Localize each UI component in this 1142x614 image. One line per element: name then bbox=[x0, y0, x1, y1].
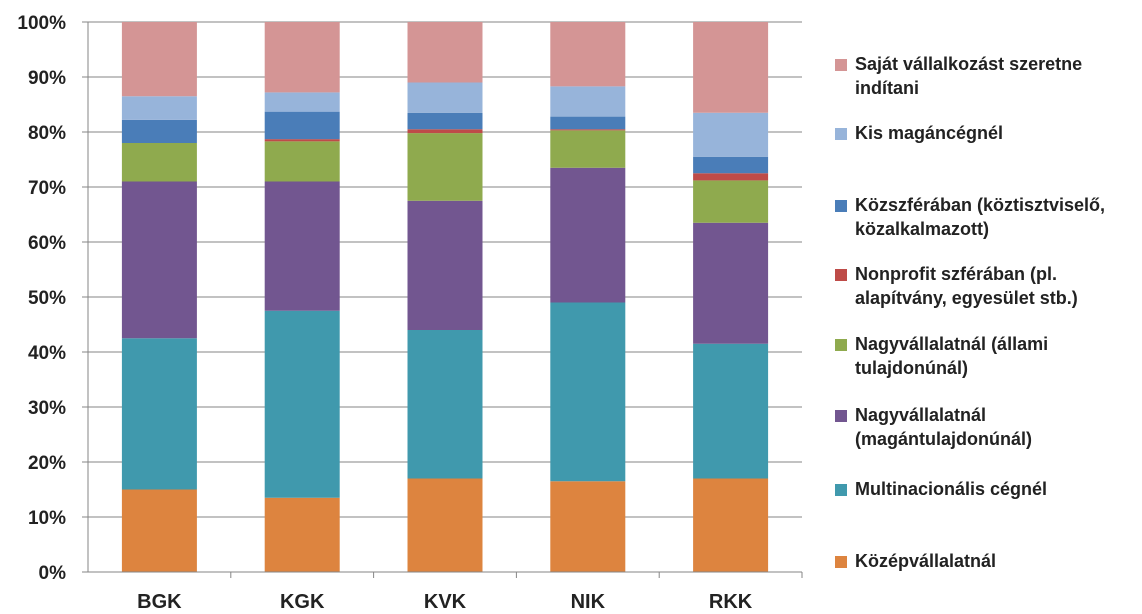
bar-segment bbox=[264, 141, 340, 182]
legend-swatch bbox=[835, 59, 847, 71]
legend-label: Közszférában (köztisztviselő, közalkalma… bbox=[855, 195, 1106, 239]
y-tick-label: 60% bbox=[28, 233, 66, 254]
y-tick-label: 40% bbox=[28, 343, 66, 364]
legend-label: Nagyvállalatnál (magántulajdonúnál) bbox=[855, 405, 1032, 449]
bar-segment bbox=[407, 330, 483, 479]
bar-segment bbox=[407, 129, 483, 134]
legend-label: Középvállalatnál bbox=[855, 551, 997, 571]
legend-label: Nagyvállalatnál (állami tulajdonúnál) bbox=[855, 334, 1049, 378]
bar-segment bbox=[407, 478, 483, 572]
x-tick-label: KGK bbox=[280, 591, 325, 613]
x-tick-label: NIK bbox=[571, 591, 606, 613]
legend-item: Nagyvállalatnál (magántulajdonúnál) bbox=[835, 403, 1142, 451]
bar-segment bbox=[264, 181, 340, 311]
x-tick-label: BGK bbox=[137, 591, 182, 613]
y-tick-label: 0% bbox=[39, 563, 67, 584]
bar-segment bbox=[550, 129, 626, 131]
legend-swatch bbox=[835, 556, 847, 568]
chart: 0% 10% 20% 30% 40% 50% 60% 70% 80% 90% 100% BGK KGK… bbox=[17, 13, 803, 613]
bar-segment bbox=[121, 96, 197, 120]
bars bbox=[121, 22, 769, 572]
legend-item: Saját vállalkozást szeretne indítani bbox=[835, 52, 1142, 100]
bar-segment bbox=[264, 139, 340, 142]
legend-item: Nagyvállalatnál (állami tulajdonúnál) bbox=[835, 332, 1142, 380]
x-axis-labels: BGK KGK KVK NIK RKK bbox=[137, 591, 753, 613]
bar-segment bbox=[121, 181, 197, 339]
y-tick-label: 80% bbox=[28, 123, 66, 144]
bar-segment bbox=[121, 22, 197, 97]
bar-segment bbox=[121, 489, 197, 572]
bar-segment bbox=[550, 167, 626, 303]
bar-segment bbox=[693, 112, 769, 157]
legend-item: Kis magáncégnél bbox=[835, 121, 1142, 145]
x-tick-label: KVK bbox=[424, 591, 467, 613]
legend-item: Nonprofit szférában (pl. alapítvány, egy… bbox=[835, 262, 1142, 310]
bar-segment bbox=[550, 22, 626, 87]
bar-segment bbox=[693, 343, 769, 479]
bar-segment bbox=[407, 22, 483, 83]
bar-segment bbox=[121, 143, 197, 182]
bar-segment bbox=[550, 481, 626, 572]
legend-label: Nonprofit szférában (pl. alapítvány, egy… bbox=[855, 264, 1078, 308]
bar-segment bbox=[693, 222, 769, 344]
legend-swatch bbox=[835, 200, 847, 212]
bar-segment bbox=[550, 116, 626, 130]
legend-item: Multinacionális cégnél bbox=[835, 477, 1142, 501]
bar-segment bbox=[550, 86, 626, 117]
bar-segment bbox=[693, 478, 769, 572]
bar-segment bbox=[407, 112, 483, 130]
y-tick-label: 30% bbox=[28, 398, 66, 419]
legend-swatch bbox=[835, 484, 847, 496]
y-tick-label: 70% bbox=[28, 178, 66, 199]
legend-label: Saját vállalkozást szeretne indítani bbox=[855, 54, 1083, 98]
y-tick-label: 10% bbox=[28, 508, 66, 529]
y-tick-label: 20% bbox=[28, 453, 66, 474]
legend-swatch bbox=[835, 410, 847, 422]
bar-segment bbox=[121, 338, 197, 490]
bar-segment bbox=[407, 133, 483, 201]
legend-swatch bbox=[835, 128, 847, 140]
bar-segment bbox=[407, 82, 483, 113]
axes bbox=[82, 21, 803, 578]
bar-segment bbox=[693, 22, 769, 113]
legend-label: Multinacionális cégnél bbox=[855, 479, 1048, 499]
bar-segment bbox=[264, 111, 340, 140]
x-tick-label: RKK bbox=[709, 591, 753, 613]
bar-segment bbox=[693, 180, 769, 223]
legend-item: Közszférában (köztisztviselő, közalkalma… bbox=[835, 193, 1142, 241]
bar-segment bbox=[407, 200, 483, 330]
y-axis-ticks: 0% 10% 20% 30% 40% 50% 60% 70% 80% 90% 100% bbox=[17, 13, 66, 584]
bar-segment bbox=[121, 119, 197, 143]
bar-segment bbox=[693, 156, 769, 174]
bar-segment bbox=[264, 22, 340, 93]
legend-label: Kis magáncégnél bbox=[855, 123, 1004, 143]
bar-segment bbox=[693, 173, 769, 181]
bar-segment bbox=[550, 302, 626, 482]
bar-segment bbox=[264, 497, 340, 572]
y-tick-label: 100% bbox=[17, 13, 66, 34]
legend-item: Középvállalatnál bbox=[835, 549, 1142, 573]
legend-swatch bbox=[835, 269, 847, 281]
legend: Saját vállalkozást szeretne indítani Kis … bbox=[835, 0, 1140, 614]
bar-segment bbox=[264, 92, 340, 112]
legend-swatch bbox=[835, 339, 847, 351]
bar-segment bbox=[264, 310, 340, 498]
bar-segment bbox=[550, 130, 626, 168]
y-tick-label: 90% bbox=[28, 68, 66, 89]
y-tick-label: 50% bbox=[28, 288, 66, 309]
